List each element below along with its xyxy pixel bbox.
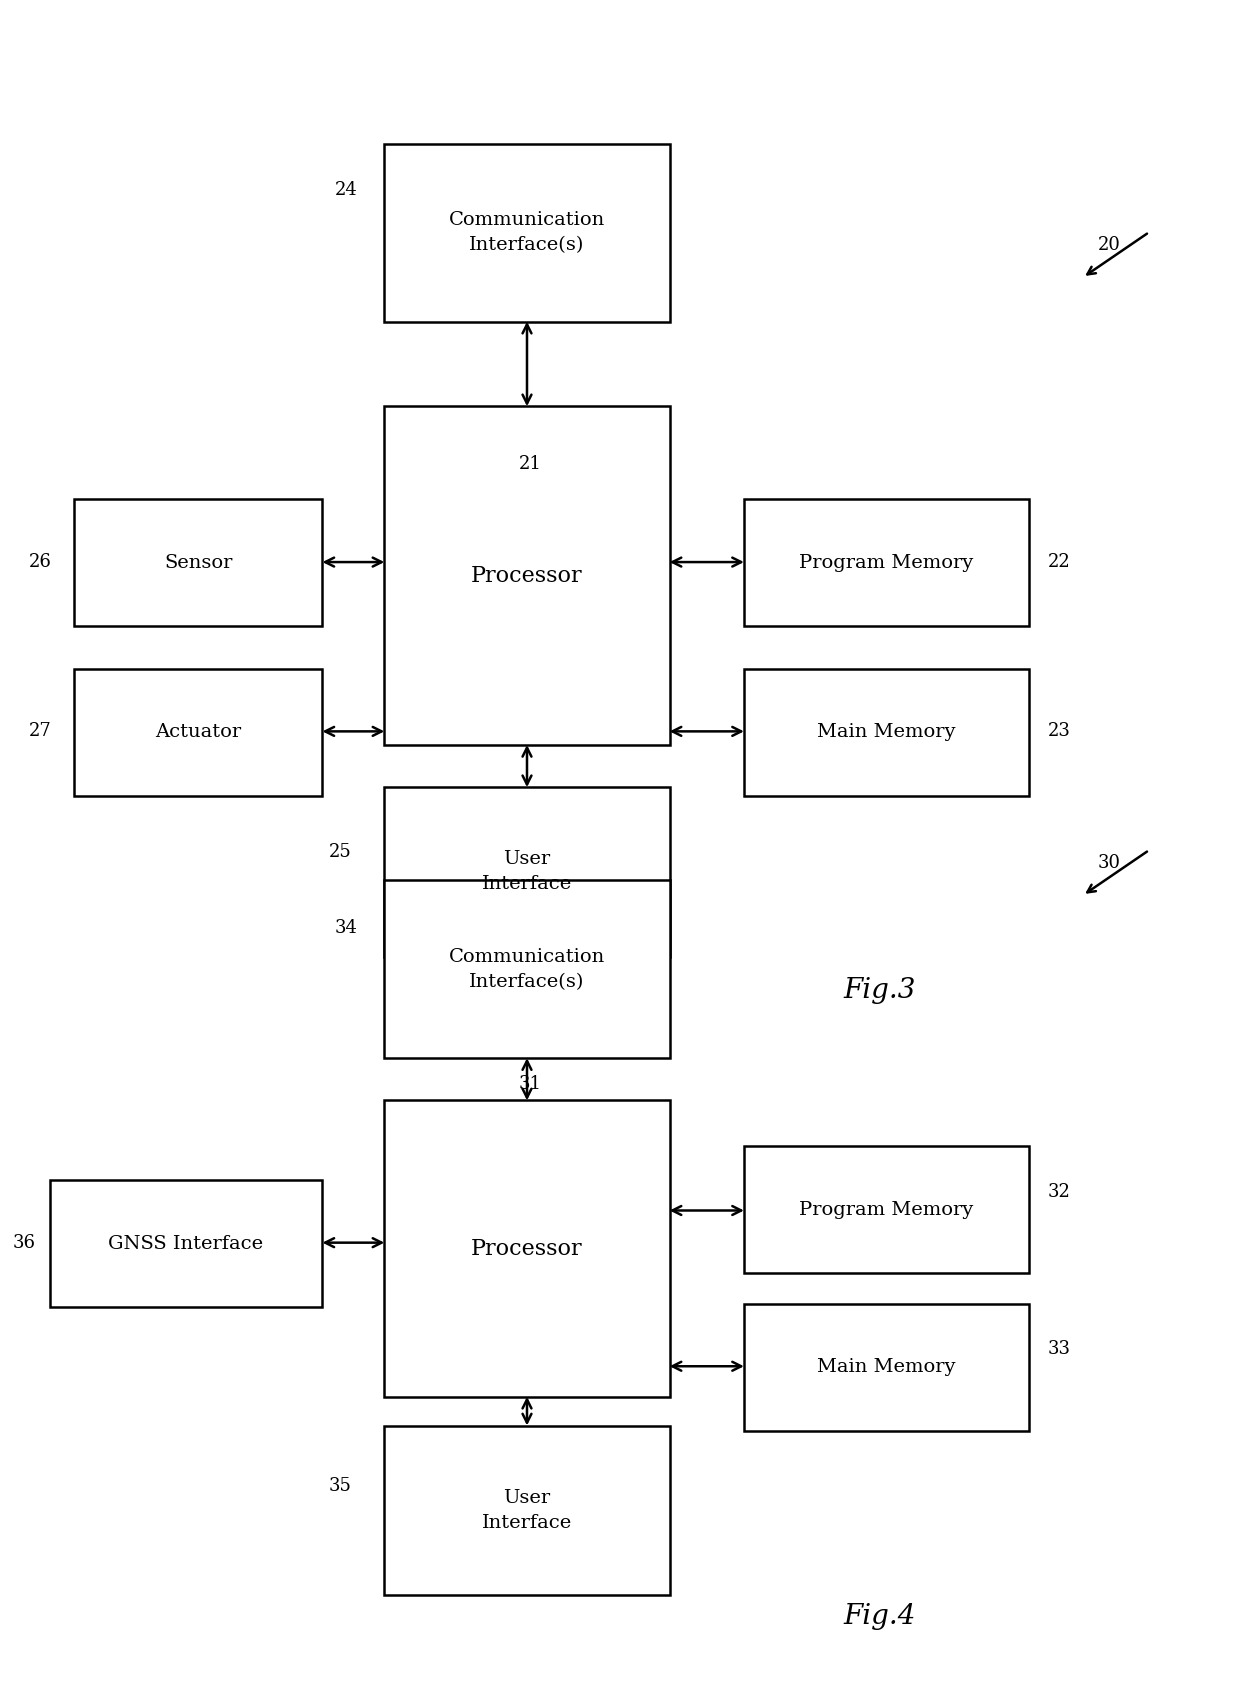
Text: 35: 35 — [329, 1478, 351, 1495]
Text: Program Memory: Program Memory — [800, 1200, 973, 1219]
Bar — [384, 1100, 670, 1397]
Bar — [384, 787, 670, 957]
Bar — [74, 499, 322, 626]
Text: 20: 20 — [1097, 237, 1120, 254]
Text: 33: 33 — [1048, 1341, 1071, 1358]
Text: 36: 36 — [12, 1234, 36, 1251]
Text: Communication
Interface(s): Communication Interface(s) — [449, 212, 605, 254]
Text: 23: 23 — [1048, 723, 1070, 740]
Text: 21: 21 — [518, 455, 541, 472]
Bar — [384, 144, 670, 322]
Bar — [74, 669, 322, 796]
Text: 27: 27 — [29, 723, 51, 740]
Text: 32: 32 — [1048, 1183, 1070, 1200]
Text: Processor: Processor — [471, 1238, 583, 1260]
Text: GNSS Interface: GNSS Interface — [108, 1234, 264, 1253]
Text: 34: 34 — [335, 919, 357, 936]
Text: Processor: Processor — [471, 565, 583, 586]
Text: Fig.3: Fig.3 — [843, 977, 915, 1004]
Bar — [744, 499, 1029, 626]
Bar — [50, 1180, 322, 1307]
Text: 31: 31 — [518, 1075, 542, 1092]
Text: Actuator: Actuator — [155, 723, 242, 742]
Text: User
Interface: User Interface — [482, 1488, 572, 1532]
Text: Main Memory: Main Memory — [817, 723, 956, 742]
Bar — [744, 669, 1029, 796]
Bar — [384, 406, 670, 745]
Text: Sensor: Sensor — [164, 554, 233, 572]
Text: Communication
Interface(s): Communication Interface(s) — [449, 948, 605, 990]
Text: 26: 26 — [29, 554, 51, 571]
Text: 24: 24 — [335, 181, 357, 198]
Text: 30: 30 — [1097, 855, 1121, 872]
Text: User
Interface: User Interface — [482, 850, 572, 894]
Text: Fig.4: Fig.4 — [843, 1603, 915, 1630]
Bar — [744, 1304, 1029, 1431]
Bar — [744, 1146, 1029, 1273]
Bar — [384, 880, 670, 1058]
Bar — [384, 1426, 670, 1595]
Text: 25: 25 — [329, 843, 351, 860]
Text: 22: 22 — [1048, 554, 1070, 571]
Text: Program Memory: Program Memory — [800, 554, 973, 572]
Text: Main Memory: Main Memory — [817, 1358, 956, 1376]
